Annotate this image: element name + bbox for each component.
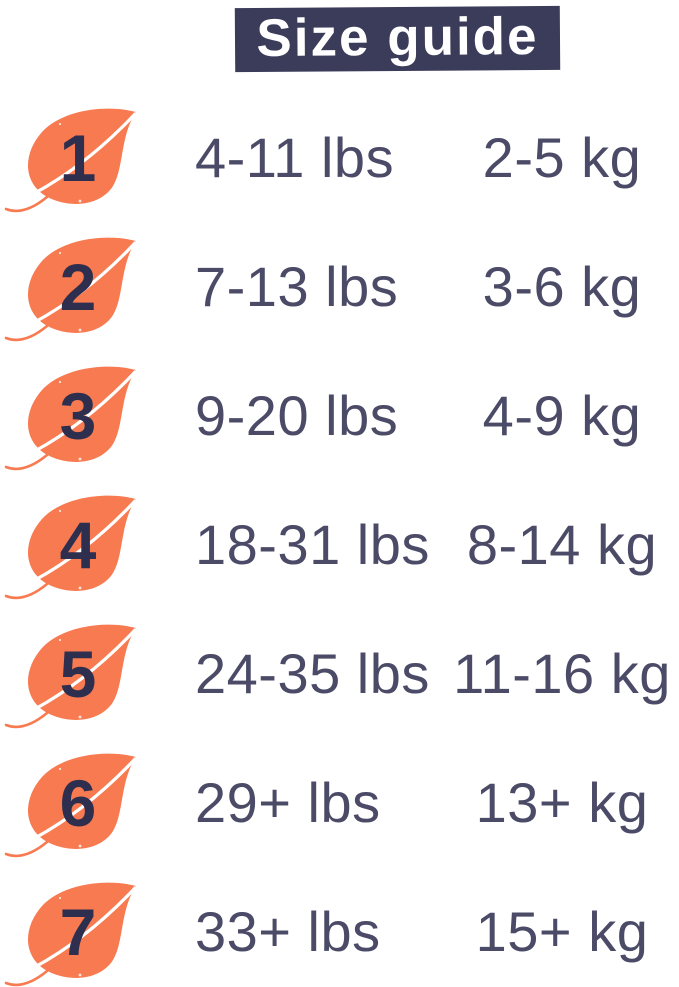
- leaf-speckle: [78, 844, 82, 847]
- leaf-icon: 1: [4, 108, 137, 212]
- leaf-badge: 7: [0, 876, 180, 987]
- weight-kg: 13+ kg: [475, 770, 649, 834]
- leaf-vein: [33, 240, 137, 324]
- size-number: 1: [60, 121, 97, 195]
- size-row: 1 4-11 lbs 2-5 kg: [0, 96, 679, 225]
- leaf-vein: [33, 369, 137, 453]
- leaf-stem: [4, 969, 49, 986]
- leaf-stem: [4, 453, 49, 470]
- leaf-icon: 6: [4, 753, 137, 857]
- size-number: 2: [60, 250, 97, 324]
- weight-lbs: 29+ lbs: [195, 770, 381, 834]
- weight-kg: 4-9 kg: [482, 383, 642, 447]
- weight-lbs: 9-20 lbs: [195, 383, 399, 447]
- weight-lbs: 18-31 lbs: [195, 512, 430, 576]
- size-number: 4: [60, 508, 97, 582]
- size-row: 7 33+ lbs 15+ kg: [0, 870, 679, 987]
- weight-lbs: 7-13 lbs: [195, 254, 399, 318]
- size-row: 6 29+ lbs 13+ kg: [0, 741, 679, 870]
- leaf-vein: [33, 756, 137, 840]
- leaf-speckle: [78, 586, 82, 589]
- leaf-stem: [4, 840, 49, 857]
- leaf-speckle: [78, 328, 82, 331]
- leaf-speckle: [58, 122, 62, 125]
- leaf-stem: [4, 582, 49, 599]
- weight-kg: 3-6 kg: [482, 254, 642, 318]
- leaf-speckle: [58, 638, 62, 641]
- leaf-speckle: [58, 896, 62, 899]
- leaf-speckle: [78, 199, 82, 202]
- leaf-vein: [33, 498, 137, 582]
- size-row: 3 9-20 lbs 4-9 kg: [0, 354, 679, 483]
- leaf-icon: 3: [4, 366, 137, 470]
- leaf-badge: 6: [0, 747, 180, 865]
- leaf-stem: [4, 711, 49, 728]
- leaf-speckle: [58, 380, 62, 383]
- size-number: 6: [60, 766, 97, 840]
- size-number: 7: [60, 895, 97, 969]
- leaf-badge: 1: [0, 102, 180, 220]
- size-row: 4 18-31 lbs 8-14 kg: [0, 483, 679, 612]
- leaf-icon: 7: [4, 882, 137, 986]
- weight-kg: 2-5 kg: [482, 125, 642, 189]
- leaf-vein: [33, 627, 137, 711]
- leaf-stem: [4, 324, 49, 341]
- size-number: 5: [60, 637, 97, 711]
- size-guide-title-banner: Size guide: [234, 5, 561, 73]
- size-table: 1 4-11 lbs 2-5 kg 2 7-13 lbs 3-6 kg: [0, 96, 679, 987]
- leaf-speckle: [78, 973, 82, 976]
- leaf-speckle: [58, 509, 62, 512]
- leaf-icon: 2: [4, 237, 137, 341]
- leaf-speckle: [58, 251, 62, 254]
- size-number: 3: [60, 379, 97, 453]
- weight-kg: 15+ kg: [475, 899, 649, 963]
- weight-lbs: 4-11 lbs: [195, 125, 395, 189]
- leaf-vein: [33, 111, 137, 195]
- leaf-speckle: [58, 767, 62, 770]
- size-row: 5 24-35 lbs 11-16 kg: [0, 612, 679, 741]
- weight-kg: 8-14 kg: [466, 512, 658, 576]
- page-title: Size guide: [256, 6, 539, 68]
- leaf-vein: [33, 885, 137, 969]
- leaf-badge: 4: [0, 489, 180, 607]
- weight-lbs: 24-35 lbs: [195, 641, 430, 705]
- leaf-badge: 2: [0, 231, 180, 349]
- weight-kg: 11-16 kg: [453, 641, 671, 705]
- weight-lbs: 33+ lbs: [195, 899, 381, 963]
- size-row: 2 7-13 lbs 3-6 kg: [0, 225, 679, 354]
- leaf-badge: 3: [0, 360, 180, 478]
- leaf-badge: 5: [0, 618, 180, 736]
- leaf-speckle: [78, 715, 82, 718]
- leaf-icon: 5: [4, 624, 137, 728]
- leaf-stem: [4, 195, 49, 212]
- leaf-icon: 4: [4, 495, 137, 599]
- leaf-speckle: [78, 457, 82, 460]
